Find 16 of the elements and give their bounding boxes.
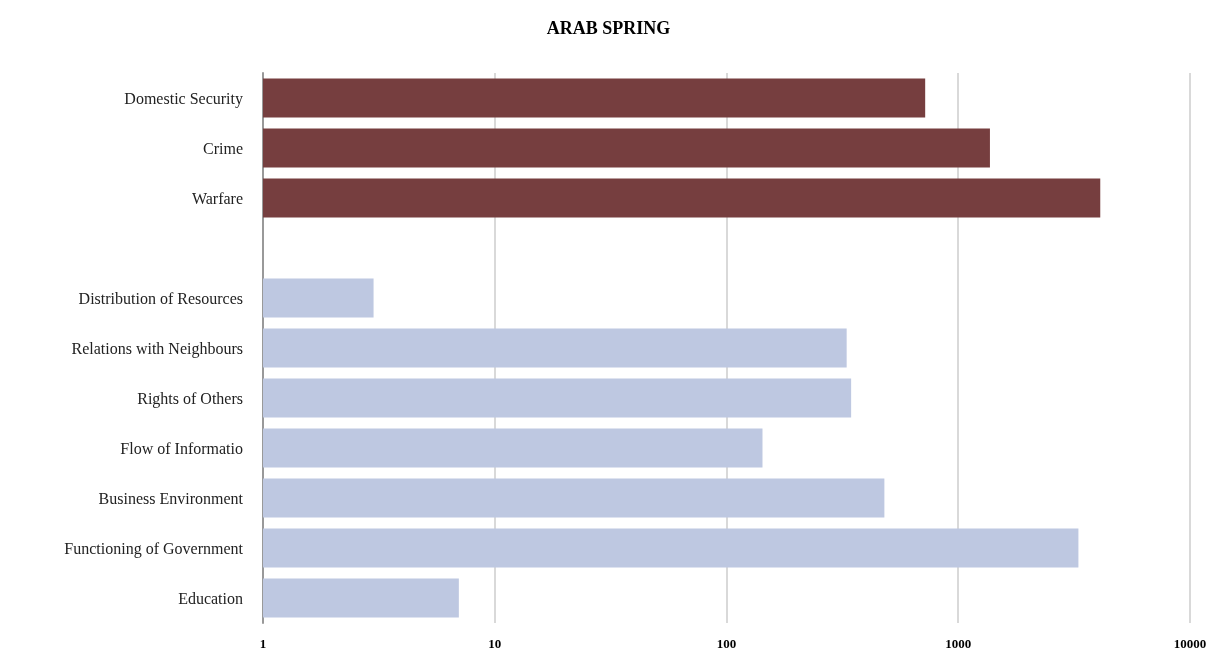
y-tick-label: Domestic Security [124,89,243,108]
y-tick-label: Relations with Neighbours [71,339,243,358]
y-tick-label: Business Environment [98,489,244,507]
y-tick-label: Education [178,589,243,607]
x-tick-label: 100 [716,636,737,651]
x-tick-label: 1000 [945,636,972,651]
y-tick-label: Distribution of Resources [78,289,243,307]
x-tick-label: 10 [488,636,502,651]
chart-title: ARAB SPRING [546,18,671,38]
y-tick-label: Flow of Informatio [120,439,243,457]
x-tick-label: 10000 [1173,636,1207,651]
y-tick-label: Rights of Others [137,389,243,408]
x-tick-label: 1 [259,636,267,651]
y-tick-label: Functioning of Government [64,539,244,558]
y-tick-label: Crime [203,139,243,157]
y-tick-label: Warfare [191,189,243,207]
